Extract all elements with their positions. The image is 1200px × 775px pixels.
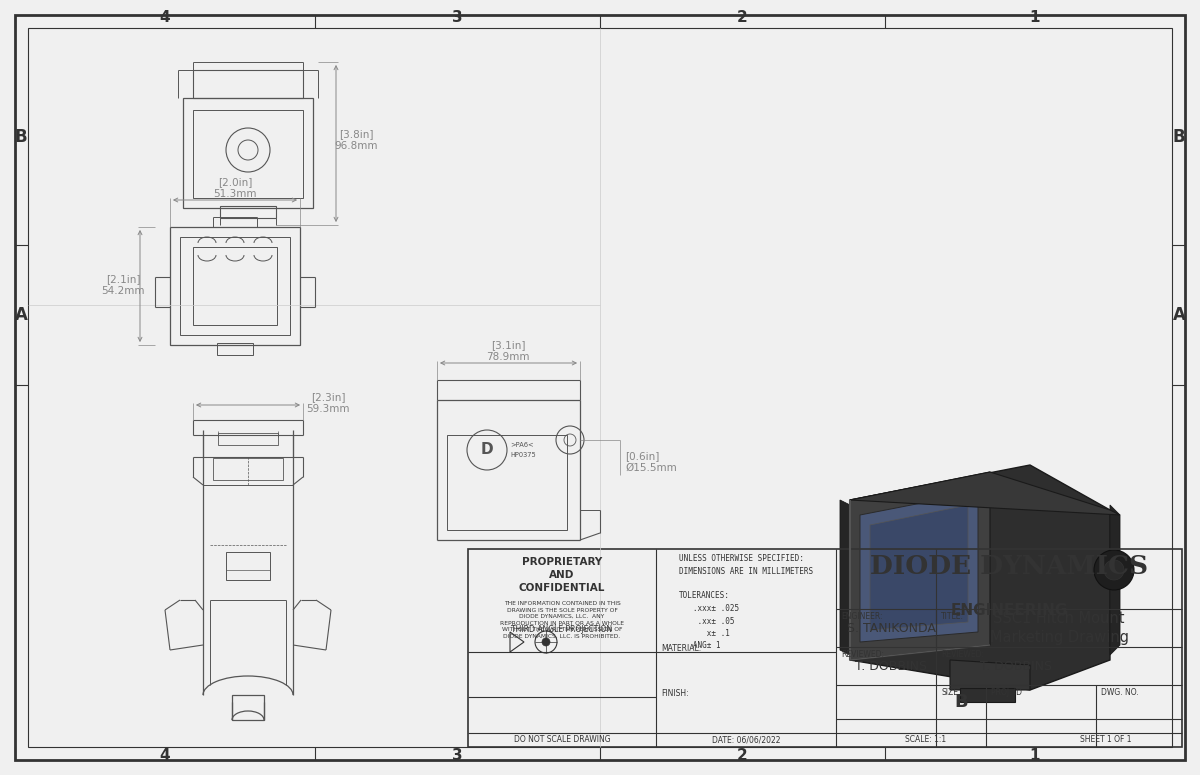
Text: 1: 1 (1030, 11, 1040, 26)
Text: >PA6<: >PA6< (510, 442, 534, 448)
Text: 1: 1 (1030, 749, 1040, 763)
Text: T. DOBBINS: T. DOBBINS (980, 660, 1052, 673)
Text: [2.3in]
59.3mm: [2.3in] 59.3mm (306, 392, 349, 414)
Polygon shape (870, 505, 968, 630)
Text: [2.0in]
51.3mm: [2.0in] 51.3mm (214, 177, 257, 199)
Text: THE INFORMATION CONTAINED IN THIS
DRAWING IS THE SOLE PROPERTY OF
DIODE DYNAMICS: THE INFORMATION CONTAINED IN THIS DRAWIN… (500, 601, 624, 639)
Bar (193, 247, 277, 325)
Polygon shape (1110, 505, 1120, 655)
Text: FINISH:: FINISH: (661, 689, 689, 698)
Polygon shape (850, 472, 1120, 515)
Text: 2: 2 (737, 749, 748, 763)
Text: THIRD ANGLE PROJECTION: THIRD ANGLE PROJECTION (511, 625, 612, 635)
Polygon shape (850, 465, 1110, 690)
Text: PROJ. ID: PROJ. ID (991, 688, 1022, 697)
Bar (193, 110, 302, 198)
Text: SCALE: 1:1: SCALE: 1:1 (906, 735, 947, 745)
Text: SSC1 Hitch Mount
Marketing Drawing: SSC1 Hitch Mount Marketing Drawing (990, 611, 1128, 646)
Polygon shape (850, 472, 990, 660)
Text: [2.1in]
54.2mm: [2.1in] 54.2mm (101, 274, 145, 296)
Text: DATE: 06/06/2022: DATE: 06/06/2022 (712, 735, 780, 745)
Bar (170, 227, 300, 345)
Bar (220, 206, 276, 218)
Polygon shape (860, 492, 978, 642)
Bar (182, 98, 313, 208)
Text: 3: 3 (451, 11, 462, 26)
Bar (218, 433, 278, 445)
Polygon shape (840, 500, 850, 655)
Text: B: B (14, 128, 28, 146)
Text: ENGINEERING: ENGINEERING (950, 603, 1068, 618)
Text: A: A (1172, 306, 1186, 324)
Bar (446, 435, 568, 530)
Bar (214, 458, 283, 480)
Bar (193, 70, 302, 98)
Text: 4: 4 (160, 749, 170, 763)
Text: DIODE DYNAMICS: DIODE DYNAMICS (870, 554, 1148, 579)
Text: TITLE:: TITLE: (941, 612, 964, 621)
Text: SHEET 1 OF 1: SHEET 1 OF 1 (1080, 735, 1132, 745)
Bar (217, 343, 253, 355)
Text: S. TANIKONDA: S. TANIKONDA (846, 622, 936, 635)
Text: DO NOT SCALE DRAWING: DO NOT SCALE DRAWING (514, 735, 611, 745)
Circle shape (542, 638, 550, 646)
Bar (180, 237, 290, 335)
Text: SIZE: SIZE (941, 688, 958, 697)
Text: B: B (954, 693, 968, 711)
Text: ENGINEER:: ENGINEER: (841, 612, 882, 621)
Text: [3.1in]
78.9mm: [3.1in] 78.9mm (486, 339, 529, 362)
Bar (468, 549, 1182, 747)
Text: REVIEWED:: REVIEWED: (941, 650, 984, 659)
Text: UNLESS OTHERWISE SPECIFIED:
DIMENSIONS ARE IN MILLIMETERS

TOLERANCES:
   .xxx± : UNLESS OTHERWISE SPECIFIED: DIMENSIONS A… (679, 554, 814, 650)
Text: B: B (1172, 128, 1186, 146)
Text: T. DOBBINS: T. DOBBINS (854, 660, 928, 673)
Circle shape (1104, 560, 1124, 580)
Text: D: D (481, 443, 493, 457)
Text: DWG. NO.: DWG. NO. (1102, 688, 1139, 697)
Text: [3.8in]
96.8mm: [3.8in] 96.8mm (335, 129, 378, 151)
Text: 3: 3 (451, 749, 462, 763)
Text: MATERIAL:: MATERIAL: (661, 644, 701, 653)
Bar (226, 552, 270, 580)
Polygon shape (950, 660, 1030, 690)
Text: [0.6in]
Ø15.5mm: [0.6in] Ø15.5mm (625, 450, 677, 473)
Text: A: A (14, 306, 28, 324)
Text: 2: 2 (737, 11, 748, 26)
Polygon shape (960, 688, 1015, 702)
Bar (232, 695, 264, 720)
Text: REVIEWED:: REVIEWED: (841, 650, 884, 659)
Text: PROPRIETARY
AND
CONFIDENTIAL: PROPRIETARY AND CONFIDENTIAL (518, 557, 605, 594)
Circle shape (1094, 550, 1134, 590)
Text: 4: 4 (160, 11, 170, 26)
Text: HP0375: HP0375 (510, 452, 535, 458)
